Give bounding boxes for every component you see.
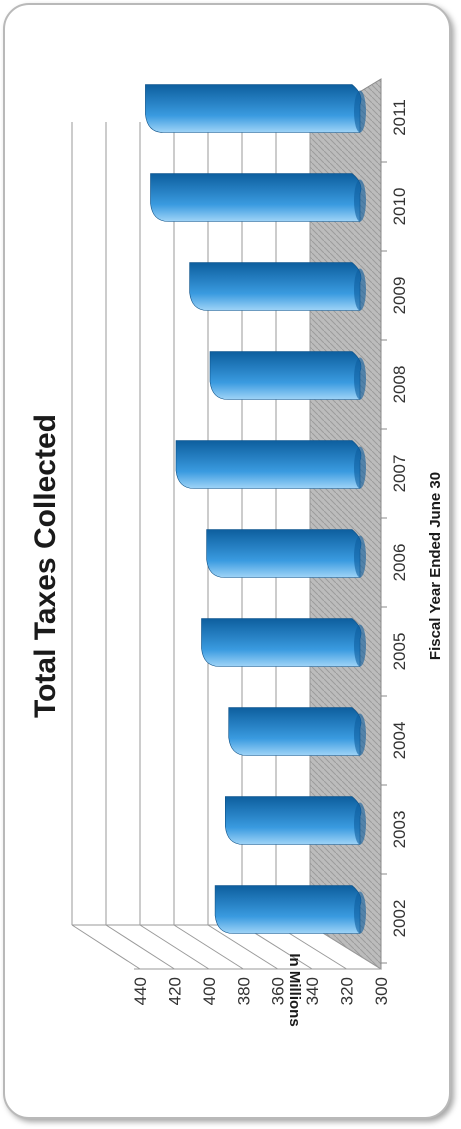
y-tick-label: 300 <box>372 977 391 1005</box>
bar-base <box>354 624 366 667</box>
y-tick-label: 320 <box>338 977 357 1005</box>
bar <box>150 173 366 222</box>
bar-body <box>209 351 362 400</box>
bar-base <box>354 535 366 578</box>
y-tick-label: 420 <box>165 977 184 1005</box>
bar-base <box>354 268 366 311</box>
bar <box>214 885 366 934</box>
gridline-side <box>71 924 141 970</box>
bar-body <box>189 262 362 311</box>
gridline-side <box>105 924 175 970</box>
bar-base <box>354 179 366 222</box>
x-tick-label: 2006 <box>390 544 409 582</box>
y-tick-label: 380 <box>234 977 253 1005</box>
gridline-side <box>207 924 278 970</box>
y-tick-label: 440 <box>131 977 150 1005</box>
bar <box>189 262 366 311</box>
bar-base <box>354 713 366 756</box>
bar <box>201 618 366 667</box>
y-tick-label: 400 <box>200 977 219 1005</box>
y-axis-title: In Millions <box>286 953 303 1026</box>
bar-body <box>225 796 362 845</box>
x-tick-label: 2007 <box>390 455 409 493</box>
bar <box>228 707 366 756</box>
bar-base <box>354 446 366 489</box>
bar-body <box>175 440 362 489</box>
gridline-side <box>173 924 244 970</box>
bar-body <box>150 173 362 222</box>
chart-title: Total Taxes Collected <box>29 414 62 718</box>
bar <box>209 351 366 400</box>
bar-body <box>145 84 362 133</box>
y-tick-label: 340 <box>303 977 322 1005</box>
gridline-side <box>139 924 210 970</box>
x-tick-label: 2008 <box>390 366 409 404</box>
bar <box>206 529 366 578</box>
x-tick-label: 2010 <box>390 188 409 226</box>
bar <box>145 84 366 133</box>
x-tick-label: 2003 <box>390 811 409 849</box>
x-tick-label: 2004 <box>390 722 409 760</box>
y-tick-label: 360 <box>269 977 288 1005</box>
x-tick-label: 2005 <box>390 633 409 671</box>
bar-base <box>354 357 366 400</box>
bar-body <box>228 707 362 756</box>
bar-body <box>201 618 362 667</box>
bar-base <box>354 90 366 133</box>
bar-base <box>354 802 366 845</box>
bar <box>225 796 366 845</box>
x-tick-label: 2002 <box>390 900 409 938</box>
bar-body <box>206 529 362 578</box>
bar-base <box>354 891 366 934</box>
x-axis-title: Fiscal Year Ended June 30 <box>427 472 444 660</box>
x-tick-label: 2011 <box>390 99 409 136</box>
x-tick-label: 2009 <box>390 277 409 315</box>
bar <box>175 440 366 489</box>
bar-body <box>214 885 362 934</box>
